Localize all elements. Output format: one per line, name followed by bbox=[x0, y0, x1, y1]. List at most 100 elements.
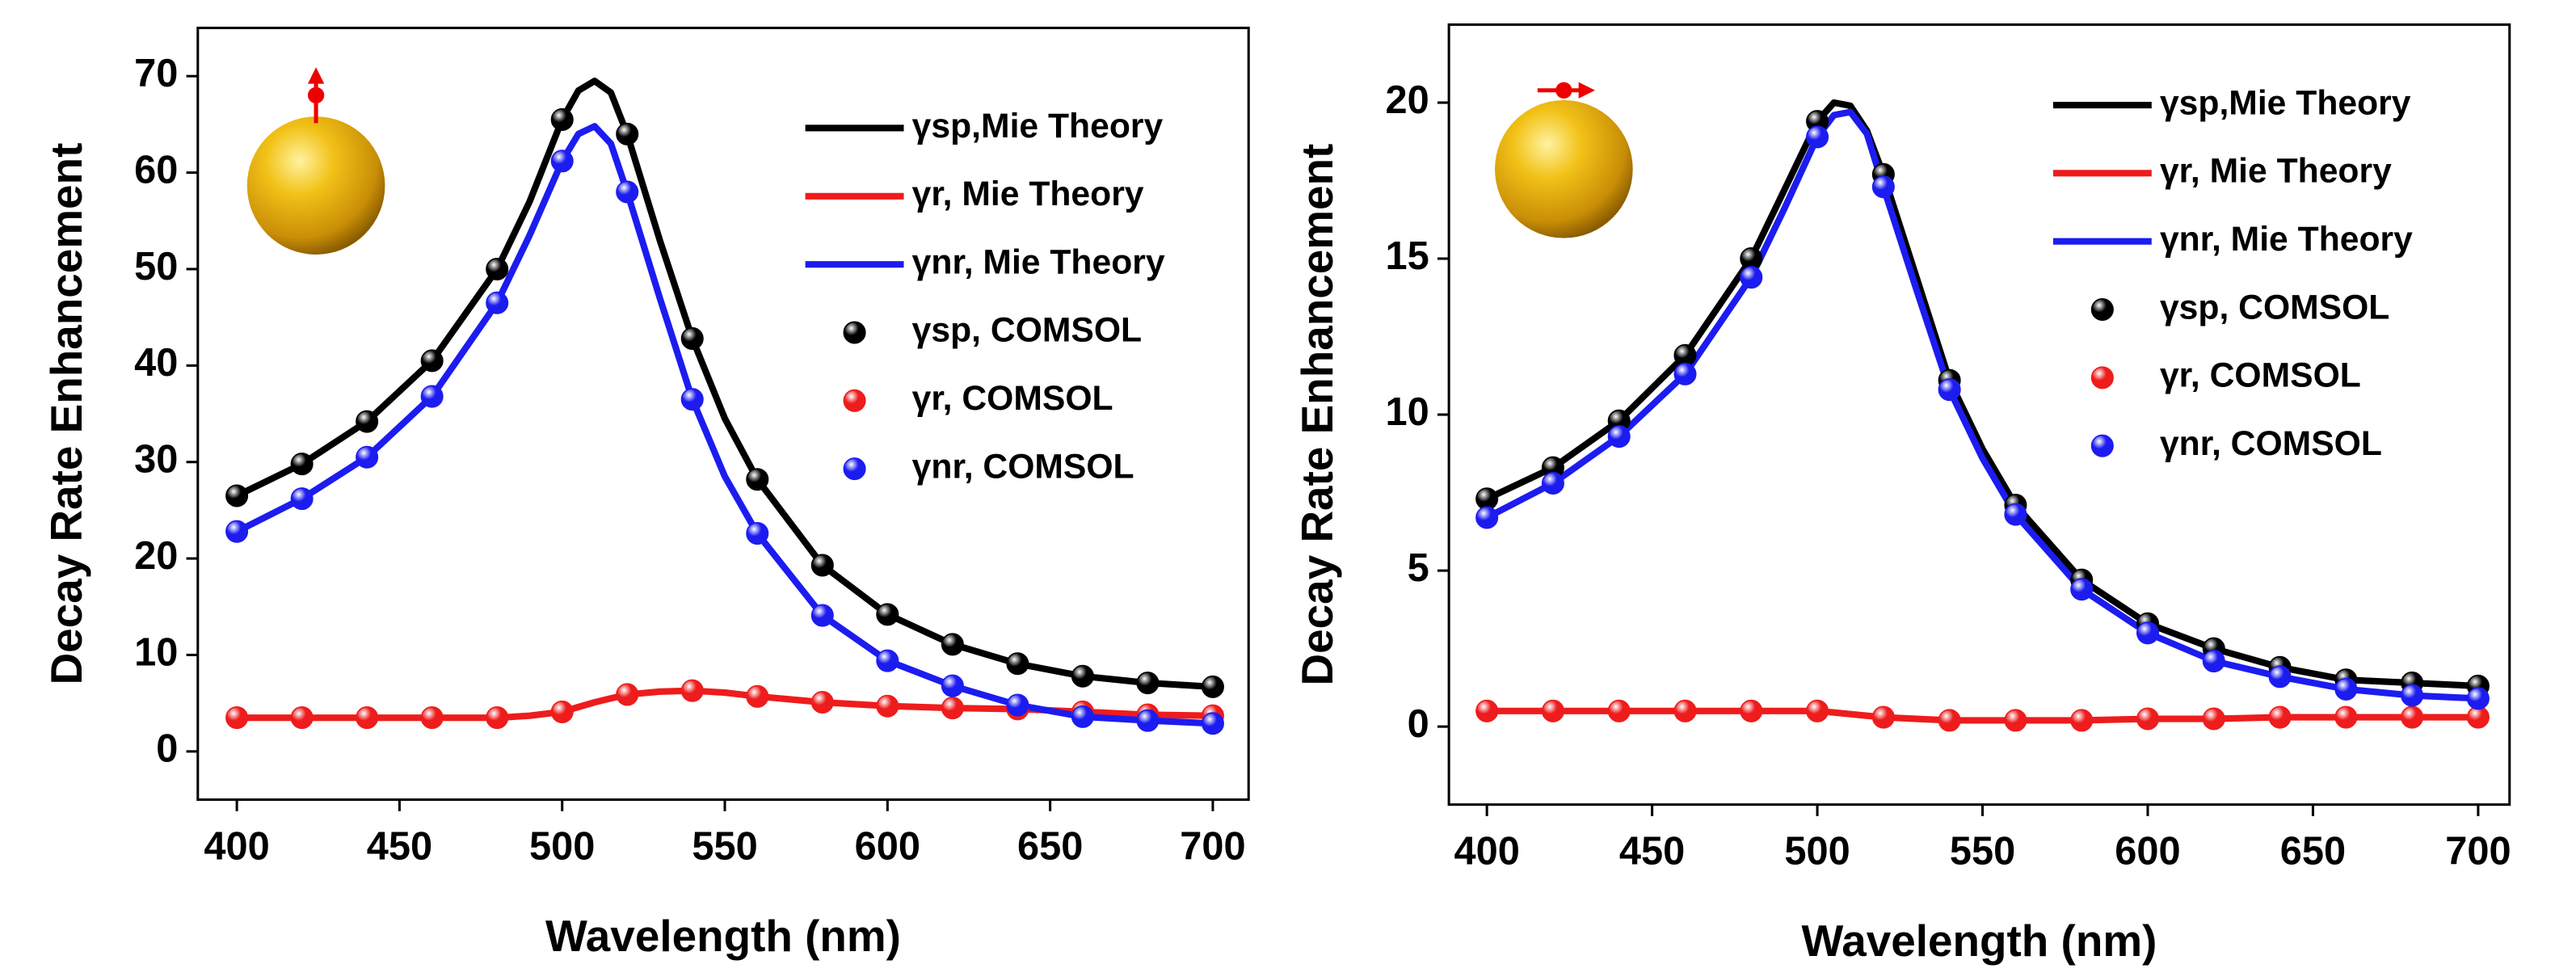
scatter-point bbox=[2334, 677, 2358, 701]
y-tick-label: 70 bbox=[134, 52, 178, 95]
legend-label: γr, Mie Theory bbox=[2160, 152, 2392, 191]
legend-label: γnr, COMSOL bbox=[2160, 424, 2382, 463]
scatter-point bbox=[1871, 705, 1895, 729]
scatter-point bbox=[941, 674, 964, 697]
scatter-point bbox=[356, 445, 379, 469]
x-tick-label: 450 bbox=[1619, 829, 1685, 873]
gold-sphere bbox=[246, 116, 385, 255]
line-series bbox=[1484, 707, 2482, 724]
scatter-point bbox=[2202, 650, 2225, 673]
scatter-point bbox=[1938, 378, 1961, 402]
scatter-point bbox=[746, 684, 769, 708]
legend-marker bbox=[843, 389, 866, 412]
scatter-point bbox=[876, 649, 899, 672]
scatter-point bbox=[746, 522, 769, 545]
line-series bbox=[1484, 108, 2482, 702]
scatter-point bbox=[680, 388, 704, 411]
scatter-point bbox=[1938, 709, 1961, 732]
scatter-point bbox=[1071, 664, 1094, 688]
x-axis-title: Wavelength (nm) bbox=[545, 911, 901, 961]
x-tick-label: 600 bbox=[855, 824, 920, 868]
scatter-point bbox=[356, 706, 379, 730]
dipole-dot bbox=[307, 86, 325, 104]
scatter-point bbox=[1871, 175, 1895, 199]
y-tick-label: 10 bbox=[134, 630, 178, 674]
scatter-point bbox=[550, 107, 574, 131]
legend-marker bbox=[2090, 434, 2114, 457]
x-tick-label: 400 bbox=[1454, 829, 1519, 873]
x-tick-label: 700 bbox=[2445, 829, 2511, 873]
scatter-point bbox=[486, 291, 509, 314]
legend-label: γnr, COMSOL bbox=[912, 447, 1134, 486]
scatter-point bbox=[2070, 578, 2094, 601]
scatter-point bbox=[290, 706, 314, 730]
x-tick-label: 450 bbox=[367, 824, 432, 868]
scatter-point bbox=[1006, 693, 1029, 717]
scatter-point bbox=[1201, 675, 1224, 698]
x-tick-label: 500 bbox=[1784, 829, 1850, 873]
dipole-head bbox=[307, 67, 325, 84]
legend-label: γr, COMSOL bbox=[2160, 356, 2361, 395]
scatter-point bbox=[2401, 705, 2424, 729]
scatter-point bbox=[1201, 712, 1224, 735]
scatter-point bbox=[810, 554, 834, 577]
scatter-point bbox=[2334, 705, 2358, 729]
scatter-point bbox=[616, 180, 639, 204]
scatter-point bbox=[1806, 125, 1829, 149]
line-series bbox=[1484, 99, 2482, 690]
scatter-point bbox=[2136, 621, 2160, 645]
legend-label: γsp,Mie Theory bbox=[2160, 83, 2411, 122]
scatter-point bbox=[1071, 705, 1094, 728]
x-tick-label: 400 bbox=[204, 824, 269, 868]
scatter-point bbox=[225, 706, 249, 730]
x-tick-label: 500 bbox=[529, 824, 595, 868]
scatter-point bbox=[550, 700, 574, 723]
scatter-point bbox=[2268, 665, 2292, 689]
scatter-point bbox=[941, 633, 964, 656]
plot-frame bbox=[196, 27, 1250, 802]
scatter-point bbox=[2466, 687, 2490, 710]
legend-marker bbox=[843, 457, 866, 481]
scatter-point bbox=[486, 257, 509, 281]
scatter-point bbox=[1541, 699, 1564, 722]
scatter-point bbox=[1740, 266, 1763, 289]
x-tick-label: 650 bbox=[1017, 824, 1083, 868]
scatter-point bbox=[1136, 709, 1160, 732]
y-tick-label: 10 bbox=[1386, 390, 1429, 434]
scatter-point bbox=[420, 706, 444, 730]
scatter-point bbox=[290, 453, 314, 476]
y-tick-label: 20 bbox=[1386, 78, 1429, 122]
x-axis-title: Wavelength (nm) bbox=[1801, 916, 2157, 966]
legend-label: γr, Mie Theory bbox=[912, 175, 1144, 213]
scatter-point bbox=[2401, 684, 2424, 707]
y-tick-label: 5 bbox=[1408, 546, 1429, 590]
scatter-point bbox=[2268, 705, 2292, 729]
scatter-point bbox=[680, 326, 704, 350]
y-tick-label: 50 bbox=[134, 245, 178, 288]
y-tick-label: 30 bbox=[134, 438, 178, 482]
scatter-point bbox=[1541, 471, 1564, 495]
legend-marker bbox=[2090, 366, 2114, 390]
scatter-point bbox=[1673, 699, 1697, 722]
legend-marker bbox=[843, 321, 866, 344]
line-series bbox=[234, 78, 1217, 691]
x-tick-label: 550 bbox=[692, 824, 757, 868]
legend-label: γsp, COMSOL bbox=[912, 311, 1142, 350]
scatter-point bbox=[356, 410, 379, 433]
y-axis-title: Decay Rate Enhancement bbox=[1292, 144, 1342, 686]
y-tick-label: 40 bbox=[134, 341, 178, 385]
scatter-point bbox=[1740, 699, 1763, 722]
scatter-point bbox=[290, 487, 314, 511]
scatter-point bbox=[746, 468, 769, 491]
dipole-head bbox=[1578, 82, 1595, 99]
scatter-point bbox=[550, 149, 574, 173]
scatter-point bbox=[1607, 425, 1631, 448]
legend-label: γnr, Mie Theory bbox=[912, 242, 1165, 281]
scatter-point bbox=[810, 604, 834, 627]
scatter-point bbox=[680, 679, 704, 702]
legend-marker bbox=[2090, 297, 2114, 322]
dipole-dot bbox=[1555, 82, 1572, 99]
legend-label: γr, COMSOL bbox=[912, 379, 1113, 418]
x-tick-label: 650 bbox=[2280, 829, 2346, 873]
